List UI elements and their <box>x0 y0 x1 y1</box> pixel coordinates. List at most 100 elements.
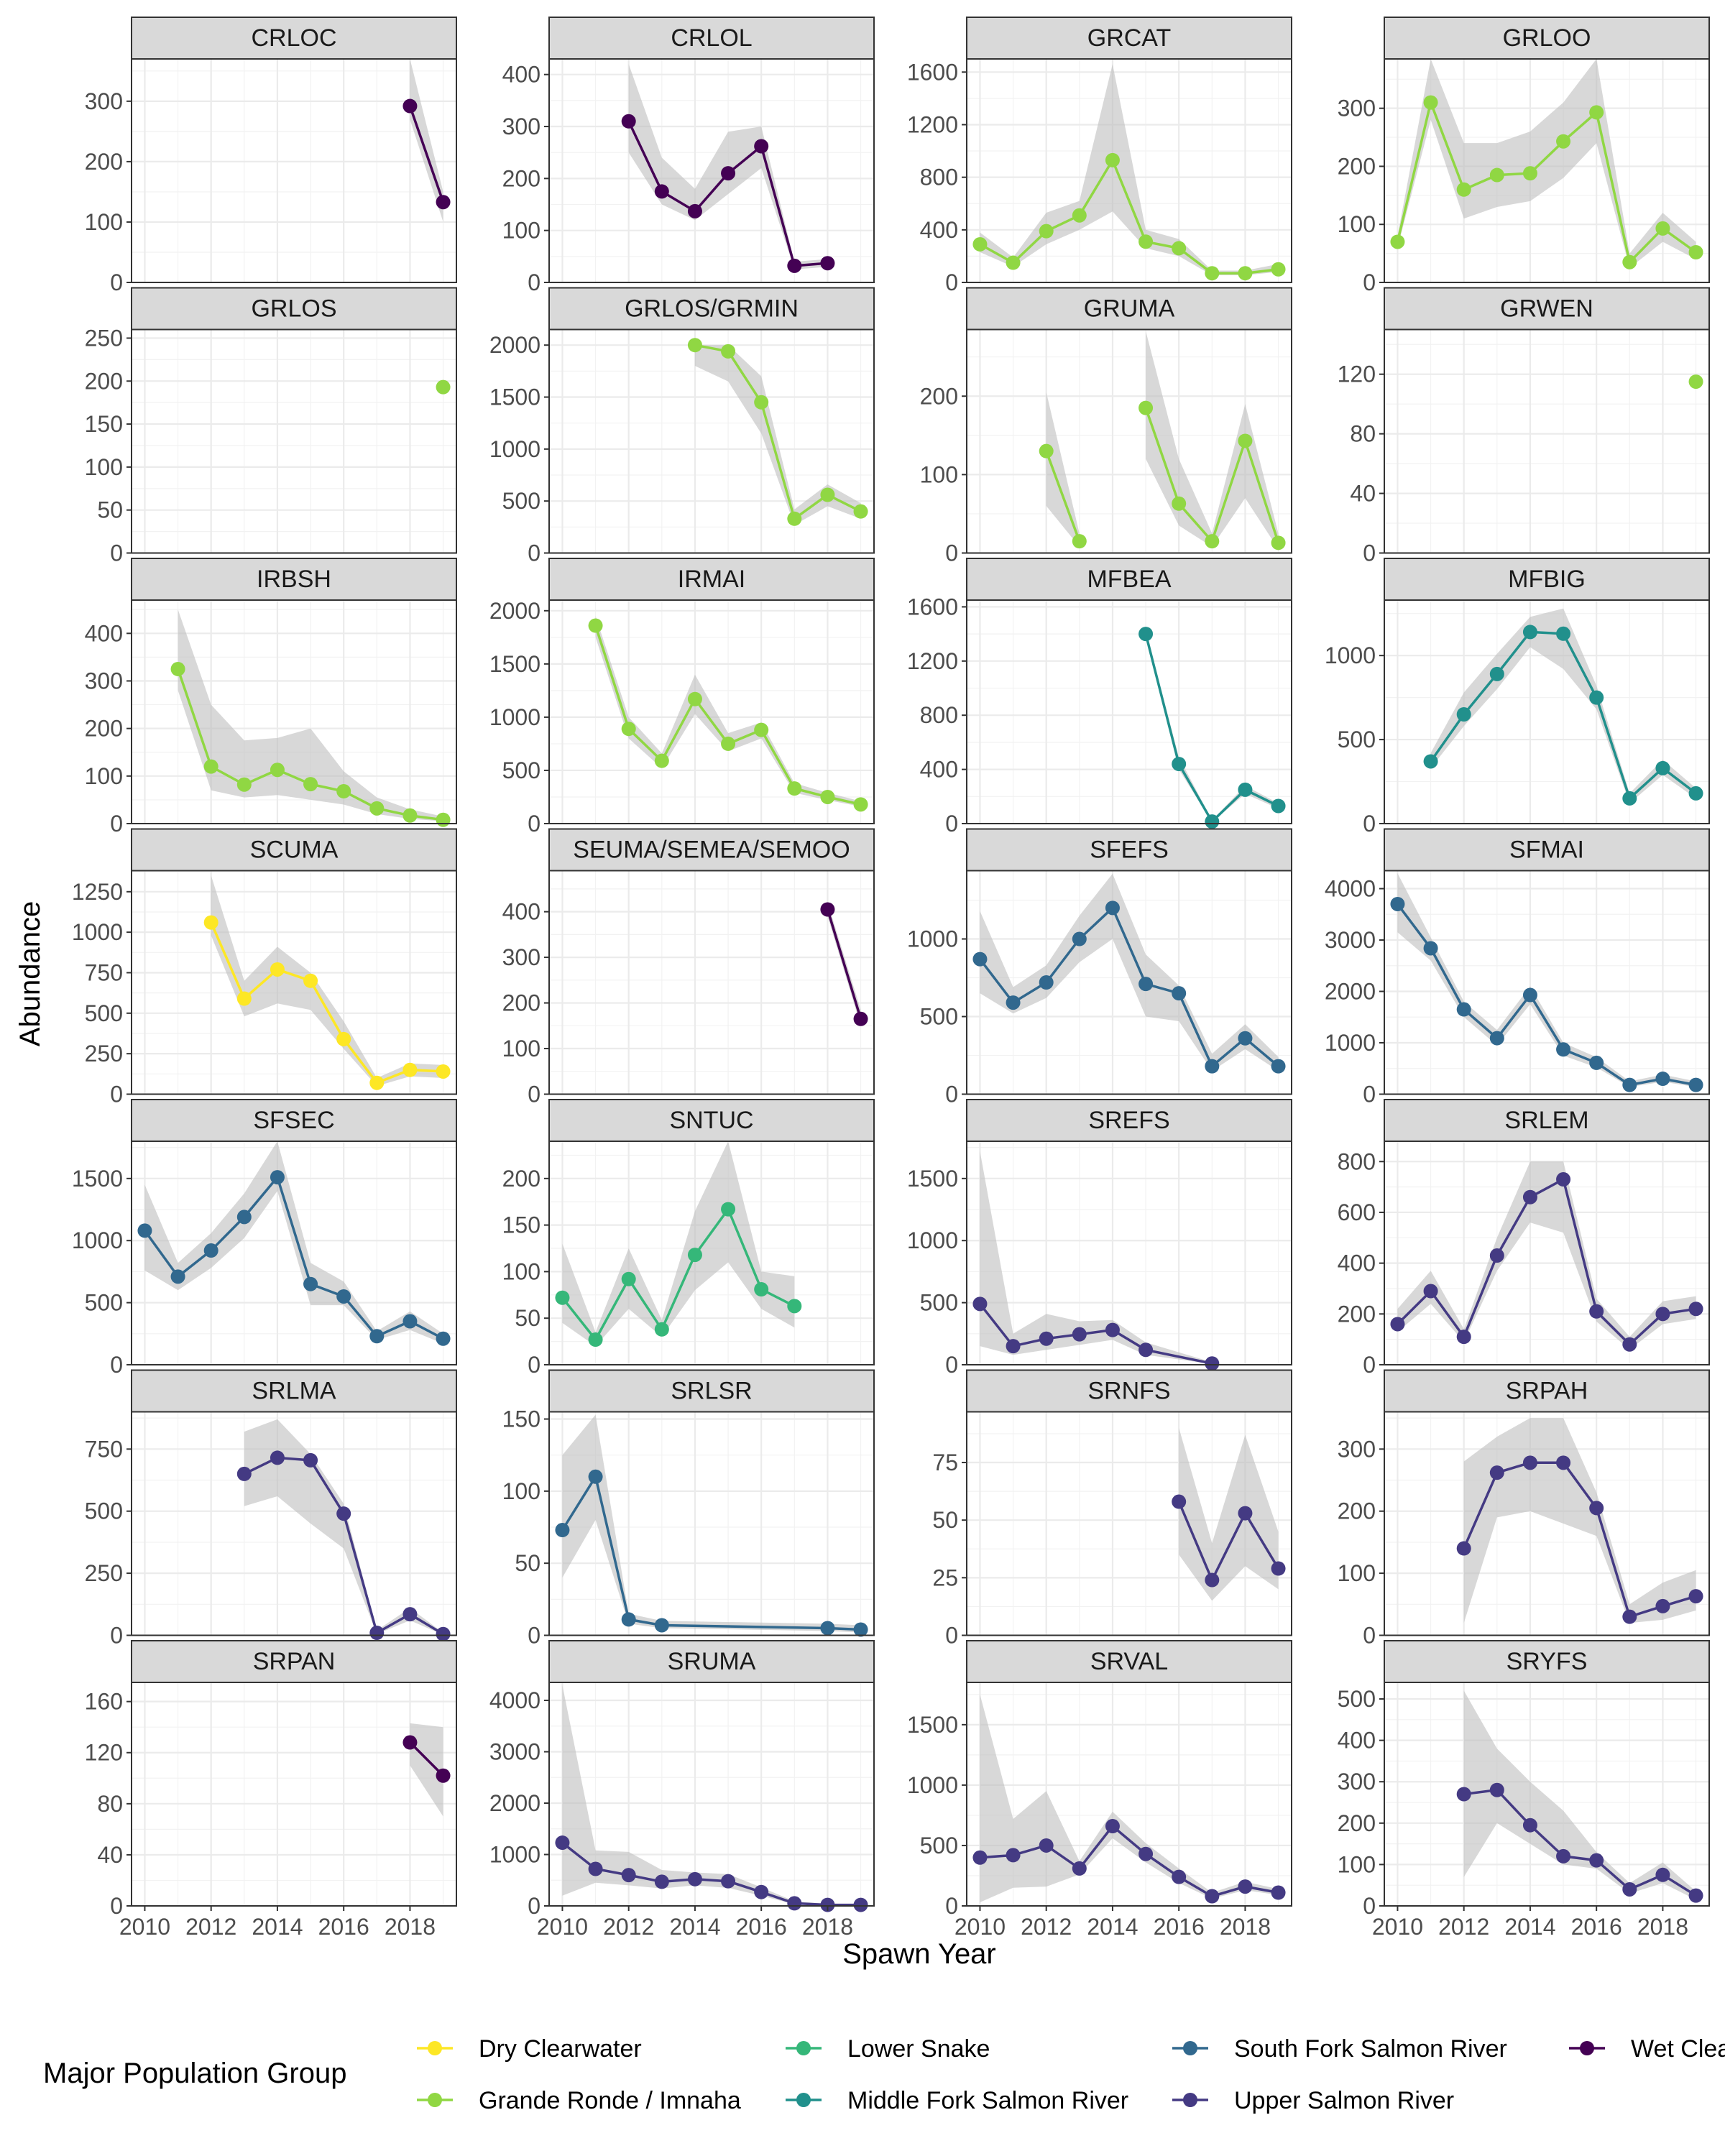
y-tick-label: 400 <box>1338 1728 1376 1754</box>
facet-grlos-grmin: GRLOS/GRMIN 0 500 1000 1500 2000 <box>489 287 875 566</box>
data-point <box>621 1612 636 1627</box>
y-tick-label: 500 <box>502 488 540 514</box>
facet-strip <box>131 558 457 601</box>
facet-strip <box>1384 1099 1710 1142</box>
facet-title: SRLMA <box>252 1378 336 1405</box>
data-point <box>436 1768 451 1783</box>
panel-border <box>131 599 457 824</box>
grid <box>967 329 1292 554</box>
data-point <box>1622 1881 1637 1897</box>
facet-strip <box>548 1369 875 1413</box>
facet-srlsr: SRLSR 0 50 100 150 <box>502 1369 875 1649</box>
data-point <box>654 184 669 199</box>
data-point <box>1072 534 1087 549</box>
data-point <box>1456 1787 1471 1802</box>
facet-panels: CRLOC0100200300CRLOL0100200300400GRCAT04… <box>72 17 1710 1940</box>
y-tick-label: 1600 <box>907 59 958 85</box>
series-line <box>561 1207 796 1342</box>
data-point <box>1138 627 1154 642</box>
x-tick-label: 2014 <box>1504 1914 1555 1940</box>
facet-strip <box>1384 1369 1710 1413</box>
panel-border <box>966 1141 1292 1365</box>
data-point <box>654 1322 669 1337</box>
legend-key-point <box>428 2041 442 2055</box>
y-tick-label: 100 <box>1338 1560 1376 1586</box>
data-point <box>137 1223 152 1238</box>
data-point <box>820 1897 835 1912</box>
y-tick-label: 800 <box>1338 1148 1376 1174</box>
panel-border <box>548 58 875 283</box>
confidence-band <box>1463 1418 1696 1623</box>
legend-label: Dry Clearwater <box>479 2035 642 2063</box>
y-tick-label: 800 <box>920 702 958 728</box>
panel-border <box>548 599 875 824</box>
facet-strip <box>131 1369 457 1413</box>
data-point <box>1138 400 1154 415</box>
data-point <box>687 691 702 706</box>
y-tick-label: 0 <box>110 1352 123 1378</box>
y-tick-label: 0 <box>110 1893 123 1919</box>
y-tick-label: 0 <box>110 1623 123 1649</box>
data-point <box>972 1296 988 1312</box>
data-point <box>1172 241 1187 256</box>
y-tick-label: 100 <box>1338 211 1376 237</box>
facet-title: SRUMA <box>668 1648 756 1675</box>
data-point <box>1238 433 1253 448</box>
data-point <box>853 1011 868 1026</box>
data-point <box>1556 1172 1571 1187</box>
legend-label: Lower Snake <box>847 2035 990 2063</box>
y-tick-label: 50 <box>97 497 123 523</box>
y-tick-label: 160 <box>85 1689 123 1715</box>
y-tick-label: 200 <box>1338 1498 1376 1524</box>
data-point <box>972 1850 988 1865</box>
facet-title: SRVAL <box>1090 1648 1168 1675</box>
y-tick-label: 0 <box>1363 1893 1376 1919</box>
data-point <box>1622 1609 1637 1624</box>
confidence-band <box>1397 59 1696 268</box>
data-point <box>336 1506 351 1521</box>
y-tick-label: 300 <box>1338 1436 1376 1462</box>
facet-title: GRLOS <box>251 295 336 323</box>
data-point <box>1172 1494 1187 1509</box>
facet-title: MFBEA <box>1087 566 1171 593</box>
y-tick-label: 1600 <box>907 594 958 619</box>
facet-title: SRLEM <box>1504 1107 1588 1134</box>
data-point <box>621 1271 636 1286</box>
y-tick-label: 1000 <box>489 704 540 730</box>
y-tick-label: 4000 <box>489 1687 540 1713</box>
y-tick-label: 250 <box>85 325 123 351</box>
series-line <box>1396 98 1697 265</box>
panel-border <box>548 1141 875 1365</box>
data-point <box>1456 1330 1471 1345</box>
legend-key-point <box>1183 2093 1197 2107</box>
y-tick-label: 300 <box>85 668 123 694</box>
grid <box>1384 59 1709 284</box>
y-tick-label: 200 <box>920 383 958 409</box>
y-tick-label: 1500 <box>72 1166 123 1192</box>
legend-key-point <box>1183 2041 1197 2055</box>
data-point <box>972 952 988 967</box>
data-point <box>1688 244 1703 259</box>
y-tick-label: 500 <box>85 1000 123 1026</box>
y-tick-label: 25 <box>932 1565 958 1590</box>
data-point <box>1172 986 1187 1001</box>
facet-srlma: SRLMA 0 250 500 750 <box>85 1369 457 1649</box>
y-tick-label: 300 <box>1338 96 1376 121</box>
data-point <box>1589 690 1604 705</box>
facet-mfbea: MFBEA 0 400 800 1200 1600 <box>907 558 1292 837</box>
confidence-band <box>980 1151 1213 1365</box>
y-tick-label: 300 <box>1338 1769 1376 1795</box>
facet-mfbig: MFBIG 0 500 1000 <box>1325 558 1710 837</box>
data-point <box>754 139 769 154</box>
data-point <box>1589 1055 1604 1070</box>
data-point <box>203 759 218 774</box>
data-point <box>787 511 802 526</box>
y-tick-label: 1500 <box>907 1712 958 1738</box>
y-tick-label: 500 <box>85 1290 123 1316</box>
y-tick-label: 100 <box>85 763 123 789</box>
data-point <box>369 1626 385 1641</box>
data-point <box>1172 1869 1187 1884</box>
y-tick-label: 3000 <box>489 1739 540 1765</box>
data-point <box>1423 754 1438 769</box>
data-point <box>555 1290 570 1305</box>
